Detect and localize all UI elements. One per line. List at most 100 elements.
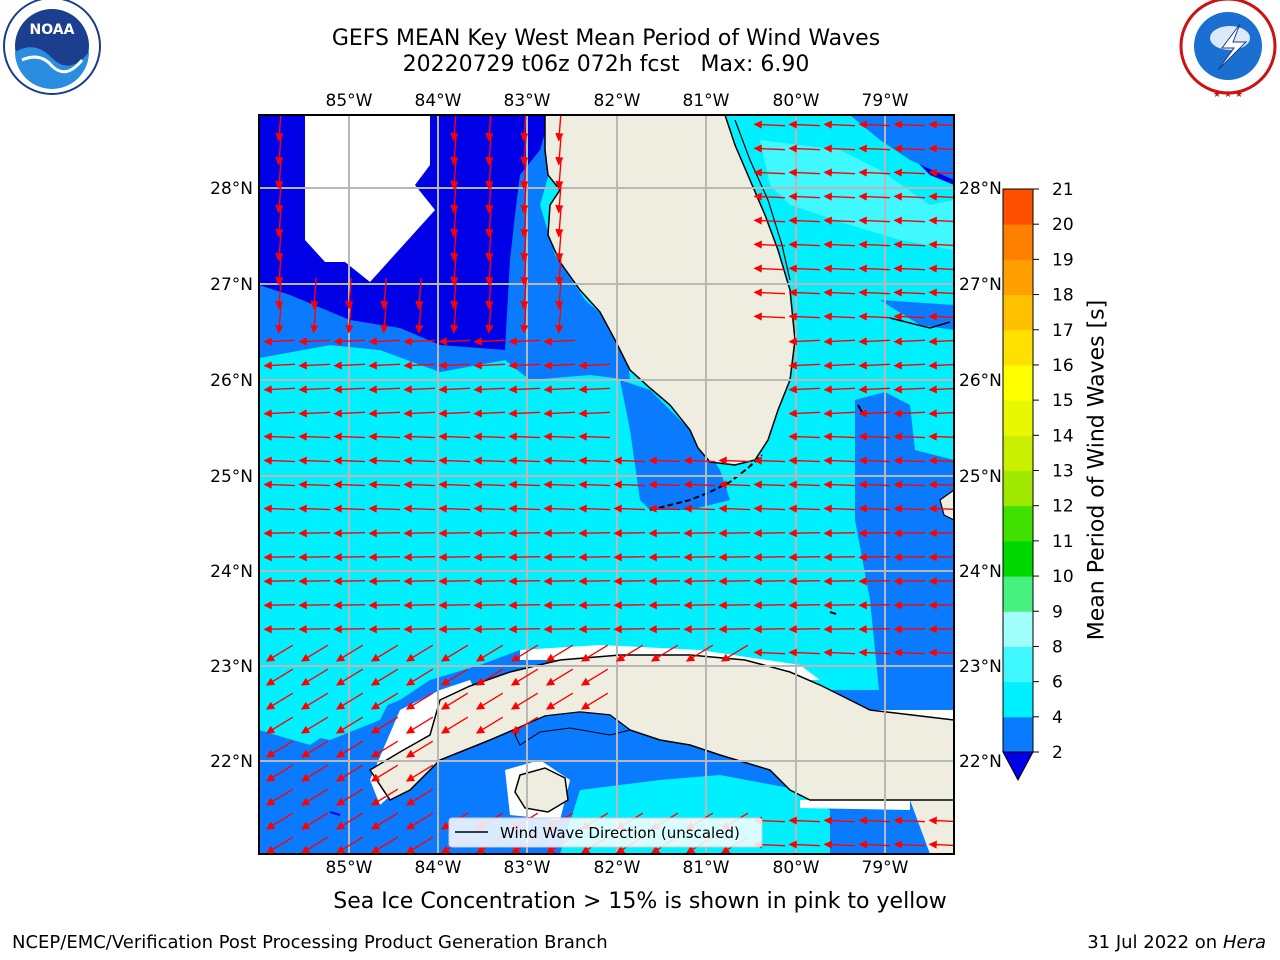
- wind-wave-arrow: [753, 144, 786, 153]
- colorbar-tick-label: 9: [1052, 602, 1063, 622]
- wind-wave-arrow: [823, 840, 856, 849]
- wind-wave-arrow: [508, 529, 541, 538]
- colorbar-tick-label: 10: [1052, 567, 1074, 587]
- wind-wave-arrow: [333, 601, 366, 610]
- wind-wave-arrow: [298, 529, 331, 538]
- wind-wave-arrow: [300, 788, 329, 806]
- wind-wave-arrow: [613, 480, 646, 489]
- wind-wave-arrow: [545, 644, 574, 662]
- wind-wave-arrow: [893, 577, 926, 586]
- wind-wave-arrow: [893, 529, 926, 538]
- wind-wave-arrow: [928, 625, 954, 634]
- wind-wave-arrow: [753, 601, 786, 610]
- wind-wave-arrow: [333, 504, 366, 513]
- wind-wave-arrow: [823, 456, 856, 465]
- wind-wave-arrow: [823, 625, 856, 634]
- wind-wave-arrow: [928, 456, 954, 465]
- wind-wave-arrow: [928, 577, 954, 586]
- wind-wave-arrow: [403, 337, 436, 346]
- wind-wave-arrow: [928, 120, 954, 129]
- wind-wave-arrow: [440, 644, 469, 662]
- wind-wave-arrow: [370, 716, 399, 734]
- wind-wave-arrow: [578, 432, 611, 441]
- wind-wave-arrow: [403, 529, 436, 538]
- wind-wave-arrow: [788, 456, 821, 465]
- wind-wave-arrow: [788, 192, 821, 201]
- wind-wave-arrow: [823, 480, 856, 489]
- wind-wave-arrow: [485, 301, 494, 334]
- wind-wave-arrow: [788, 601, 821, 610]
- wind-wave-arrow: [823, 240, 856, 249]
- colorbar-tick-label: 13: [1052, 462, 1074, 482]
- wind-wave-arrow: [648, 553, 681, 562]
- wind-wave-arrow: [508, 601, 541, 610]
- wind-wave-arrow: [543, 529, 576, 538]
- wind-wave-arrow: [545, 692, 574, 710]
- wind-wave-arrow: [788, 216, 821, 225]
- wind-wave-arrow: [300, 836, 329, 854]
- lat-label-right: 27°N: [959, 275, 1002, 295]
- wind-wave-arrow: [475, 644, 504, 662]
- wind-wave-arrow: [858, 432, 891, 441]
- colorbar-tick-label: 21: [1052, 180, 1074, 200]
- wind-wave-arrow: [685, 644, 714, 662]
- wind-wave-arrow: [893, 553, 926, 562]
- wind-wave-arrow: [823, 312, 856, 321]
- wind-wave-arrow: [858, 480, 891, 489]
- colorbar-label: Mean Period of Wind Waves [s]: [1084, 299, 1110, 641]
- wind-wave-arrow: [368, 432, 401, 441]
- footer-branch: NCEP/EMC/Verification Post Processing Pr…: [12, 932, 608, 953]
- wind-wave-arrow: [438, 456, 471, 465]
- wind-wave-arrow: [928, 361, 954, 370]
- wind-wave-arrow: [543, 504, 576, 513]
- wind-wave-arrow: [823, 288, 856, 297]
- wind-wave-arrow: [265, 668, 294, 686]
- wind-wave-arrow: [263, 504, 296, 513]
- wind-wave-arrow: [753, 553, 786, 562]
- wind-wave-arrow: [438, 409, 471, 418]
- wind-wave-arrow: [683, 456, 716, 465]
- wind-wave-arrow: [683, 553, 716, 562]
- wind-wave-arrow: [333, 385, 366, 394]
- wind-wave-arrow: [858, 337, 891, 346]
- wind-wave-arrow: [510, 644, 539, 662]
- wind-wave-arrow: [438, 601, 471, 610]
- lat-label-right: 28°N: [959, 179, 1002, 199]
- wind-wave-arrow: [438, 432, 471, 441]
- lon-label-top: 82°W: [594, 91, 641, 111]
- colorbar-segment: [1003, 646, 1033, 683]
- wind-wave-arrow: [508, 577, 541, 586]
- wind-wave-arrow: [753, 529, 786, 538]
- wind-wave-arrow: [613, 601, 646, 610]
- wind-wave-arrow: [788, 529, 821, 538]
- wind-wave-arrow: [543, 432, 576, 441]
- wind-wave-arrow: [893, 601, 926, 610]
- wind-wave-arrow: [718, 504, 751, 513]
- wind-wave-arrow: [928, 529, 954, 538]
- lat-label-left: 24°N: [210, 562, 253, 582]
- florida-land: [544, 115, 796, 466]
- wind-wave-arrow: [300, 764, 329, 782]
- wind-wave-arrow: [405, 788, 434, 806]
- footer-host: Hera: [1222, 932, 1266, 953]
- wind-wave-arrow: [683, 504, 716, 513]
- lon-label-top: 83°W: [504, 91, 551, 111]
- wind-wave-arrow: [788, 120, 821, 129]
- wind-wave-arrow: [438, 337, 471, 346]
- wind-wave-arrow: [858, 648, 891, 657]
- wind-wave-arrow: [928, 192, 954, 201]
- colorbar-tick-label: 17: [1052, 321, 1074, 341]
- colorbar: 2 4 6 8 9 10 11 12 13 14 15 16 17 18 19 20 21: [1002, 180, 1074, 782]
- wind-wave-arrow: [508, 553, 541, 562]
- wind-wave-arrow: [578, 361, 611, 370]
- wind-wave-arrow: [333, 456, 366, 465]
- wind-wave-arrow: [858, 553, 891, 562]
- wind-wave-arrow: [403, 409, 436, 418]
- wind-wave-arrow: [510, 668, 539, 686]
- wind-wave-arrow: [335, 668, 364, 686]
- colorbar-tick-label: 11: [1052, 532, 1074, 552]
- wind-wave-arrow: [438, 577, 471, 586]
- wind-wave-arrow: [475, 692, 504, 710]
- wind-wave-arrow: [753, 240, 786, 249]
